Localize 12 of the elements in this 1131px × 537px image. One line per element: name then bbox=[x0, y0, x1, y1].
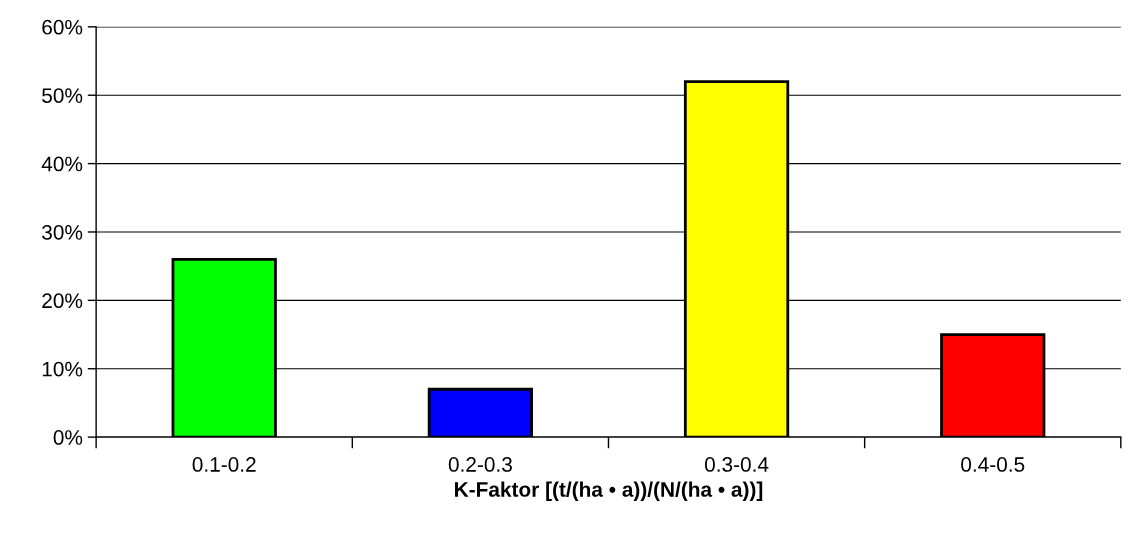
y-tick-label: 60% bbox=[42, 19, 83, 35]
x-tick-label: 0.4-0.5 bbox=[961, 457, 1025, 472]
y-tick-label: 10% bbox=[42, 361, 83, 377]
y-tick-label: 30% bbox=[42, 224, 83, 240]
y-tick-label: 50% bbox=[42, 88, 83, 103]
y-tick-label: 40% bbox=[41, 156, 83, 172]
x-tick-label: 0.2-0.3 bbox=[448, 457, 512, 472]
x-tick-label: 0.1-0.2 bbox=[192, 457, 256, 472]
y-tick-label: 20% bbox=[42, 293, 83, 309]
x-axis-title: K-Faktor [(t/(ha • a))/(N/(ha • a))] bbox=[455, 481, 763, 501]
x-tick-label: 0.3-0.4 bbox=[704, 457, 769, 472]
y-tick-label: 0% bbox=[53, 430, 83, 445]
